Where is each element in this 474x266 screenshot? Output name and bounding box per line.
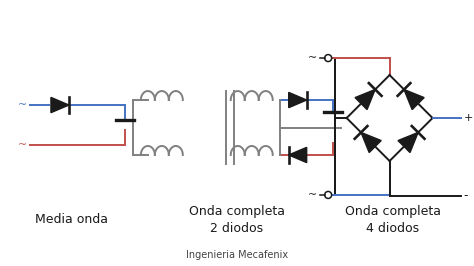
Polygon shape [355,89,375,110]
Text: ~: ~ [18,140,27,150]
Text: +: + [464,113,473,123]
Polygon shape [361,132,381,153]
Polygon shape [398,132,418,153]
Text: Onda completa
2 diodos: Onda completa 2 diodos [189,205,285,235]
Text: ~: ~ [308,190,317,200]
Polygon shape [51,97,69,113]
Text: ~: ~ [18,100,27,110]
Polygon shape [289,92,307,108]
Polygon shape [404,89,424,110]
Text: Ingenieria Mecafenix: Ingenieria Mecafenix [186,250,288,260]
Text: Media onda: Media onda [36,213,109,226]
Polygon shape [289,147,307,163]
Text: Onda completa
4 diodos: Onda completa 4 diodos [345,205,441,235]
Text: ~: ~ [308,53,317,63]
Text: -: - [464,189,468,202]
